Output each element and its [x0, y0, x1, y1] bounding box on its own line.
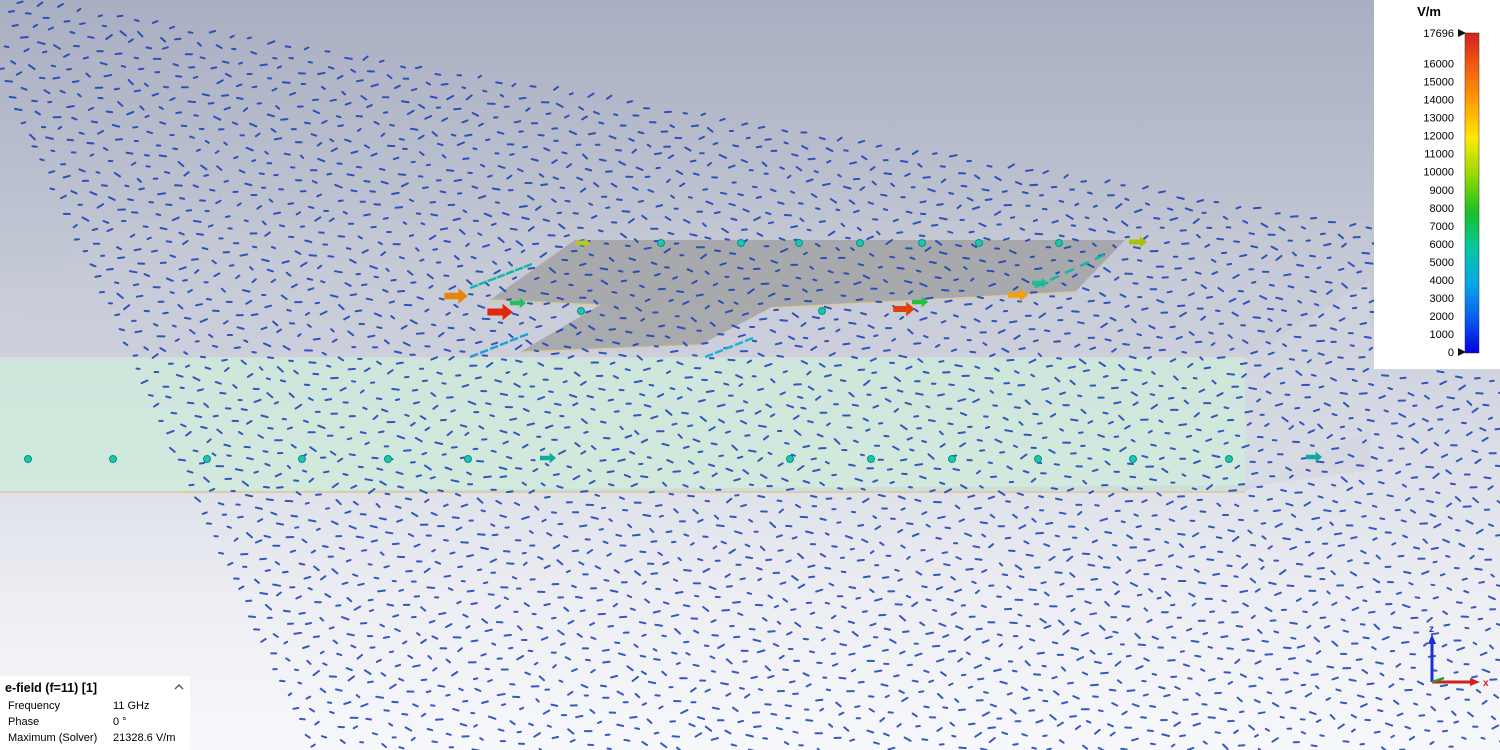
- axis-orientation-triad[interactable]: z x: [1420, 622, 1495, 692]
- info-value: 11 GHz: [113, 700, 150, 712]
- legend-tick-label: 0: [1448, 347, 1454, 359]
- result-info-panel: e-field (f=11) [1] Frequency 11 GHz Phas…: [0, 676, 190, 750]
- info-row-phase: Phase 0 °: [8, 716, 188, 731]
- legend-min-marker-icon[interactable]: [1458, 348, 1466, 356]
- info-label: Frequency: [8, 700, 60, 712]
- legend-max-marker-icon[interactable]: [1458, 29, 1466, 37]
- legend-tick-label: 6000: [1430, 239, 1454, 251]
- legend-unit-label: V/m: [1417, 4, 1441, 19]
- x-axis-arrowhead-icon: [1470, 678, 1480, 686]
- legend-tick-label: 10000: [1423, 167, 1454, 179]
- z-axis-arrowhead-icon: [1428, 634, 1436, 644]
- substrate-side-face: [1245, 280, 1370, 492]
- info-value: 0 °: [113, 716, 127, 728]
- result-title: e-field (f=11) [1]: [5, 681, 98, 695]
- x-axis-label: x: [1483, 678, 1489, 689]
- legend-tick-label: 4000: [1430, 275, 1454, 287]
- legend-tick-label: 2000: [1430, 311, 1454, 323]
- info-label: Phase: [8, 716, 40, 728]
- legend-tick-label: 14000: [1423, 95, 1454, 107]
- y-axis-line: [1431, 676, 1445, 684]
- color-legend: V/m 17696 16000 15000 14000 13: [1374, 0, 1500, 369]
- substrate-floor: [0, 430, 1370, 492]
- substrate-front-face: [0, 358, 1245, 492]
- legend-tick-label: 9000: [1430, 185, 1454, 197]
- patch-edge: [519, 344, 701, 353]
- legend-tick-label: 16000: [1423, 59, 1454, 71]
- info-value: 21328.6 V/m: [113, 732, 176, 744]
- legend-tick-label: 11000: [1424, 149, 1454, 161]
- patch-edge: [489, 299, 601, 306]
- info-row-maximum: Maximum (Solver) 21328.6 V/m: [8, 732, 188, 747]
- z-axis-label: z: [1429, 624, 1434, 635]
- legend-tick-label: 3000: [1430, 293, 1454, 305]
- legend-tick-label: 7000: [1430, 221, 1454, 233]
- legend-tick-label: 15000: [1423, 77, 1454, 89]
- legend-color-bar: [1464, 32, 1480, 354]
- collapse-chevron-up-icon[interactable]: [172, 680, 186, 694]
- e-field-hot-arrows: [24, 236, 1323, 464]
- legend-tick-label: 1000: [1430, 329, 1454, 341]
- info-label: Maximum (Solver): [8, 732, 98, 744]
- legend-tick-label: 17696: [1423, 28, 1454, 40]
- legend-tick-label: 13000: [1423, 113, 1454, 125]
- legend-tick-label: 8000: [1430, 203, 1454, 215]
- legend-tick-label: 12000: [1423, 131, 1454, 143]
- legend-tick-label: 5000: [1430, 257, 1454, 269]
- info-row-frequency: Frequency 11 GHz: [8, 700, 188, 715]
